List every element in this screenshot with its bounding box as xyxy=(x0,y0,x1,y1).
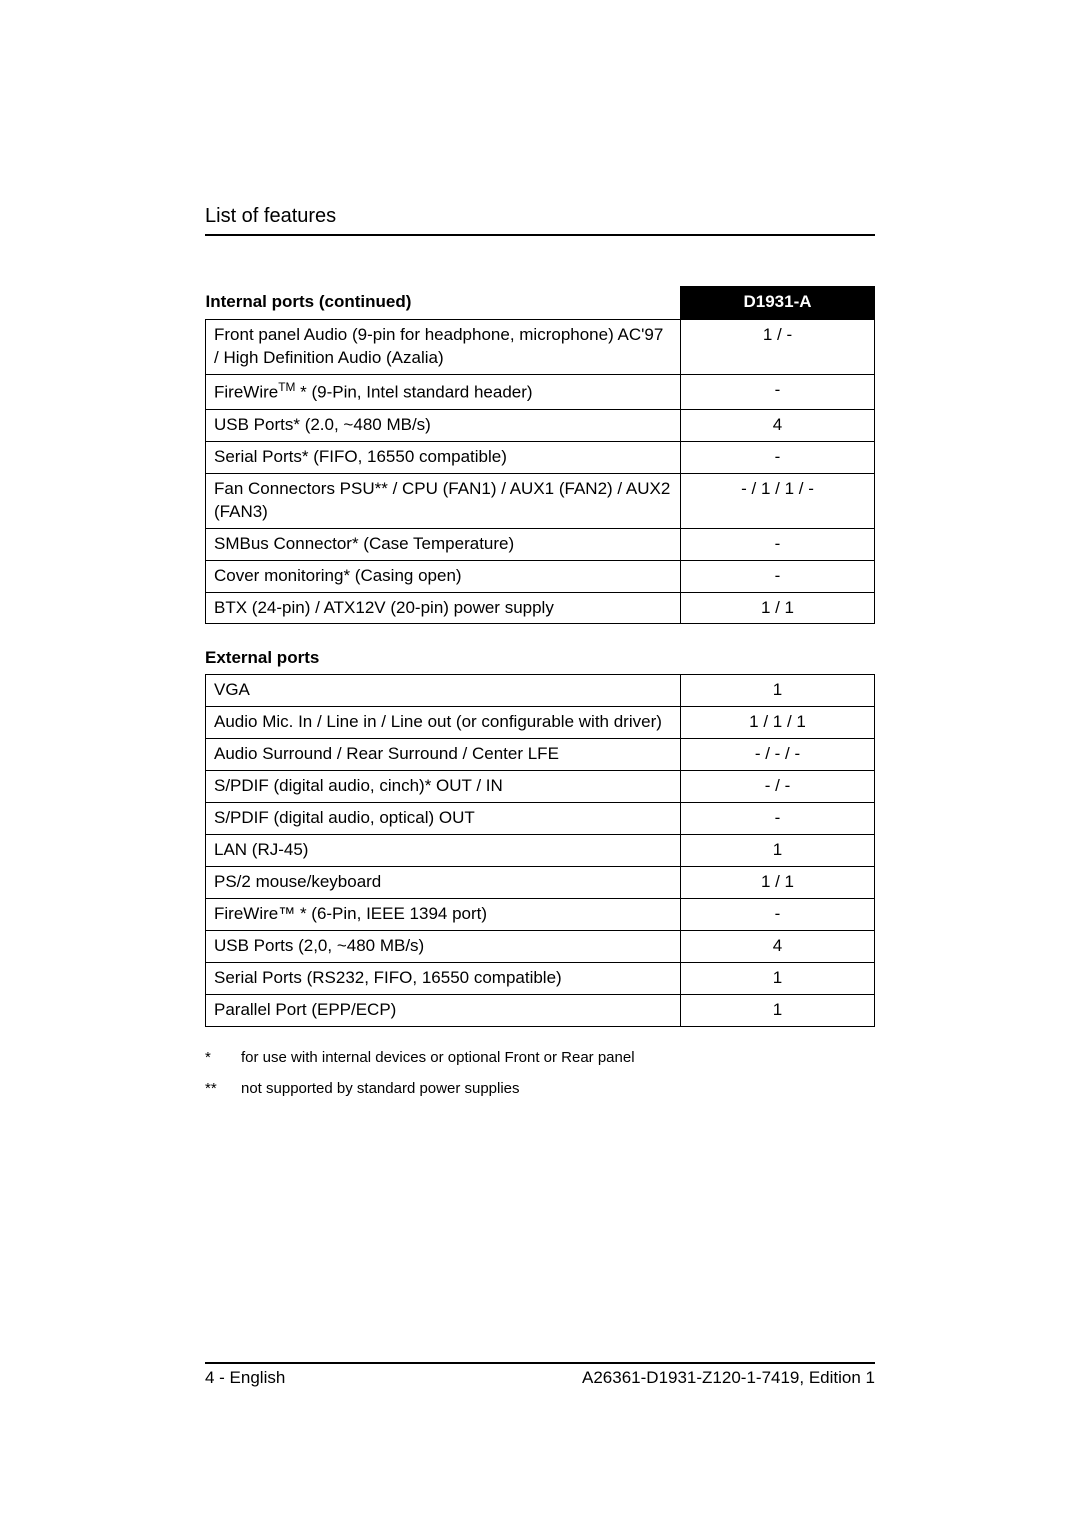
table-row: S/PDIF (digital audio, cinch)* OUT / IN … xyxy=(206,771,875,803)
table-row: Audio Mic. In / Line in / Line out (or c… xyxy=(206,707,875,739)
page-header-title: List of features xyxy=(205,205,875,228)
row-label: Serial Ports* (FIFO, 16550 compatible) xyxy=(206,441,681,473)
table-row: Audio Surround / Rear Surround / Center … xyxy=(206,739,875,771)
row-label: LAN (RJ-45) xyxy=(206,835,681,867)
row-value: - xyxy=(680,528,874,560)
row-value: 1 xyxy=(680,962,874,994)
table-row: VGA 1 xyxy=(206,675,875,707)
row-value: 1 / - xyxy=(680,320,874,375)
row-value: 4 xyxy=(680,409,874,441)
row-label: USB Ports (2,0, ~480 MB/s) xyxy=(206,930,681,962)
table-row: Parallel Port (EPP/ECP) 1 xyxy=(206,994,875,1026)
table-row: SMBus Connector* (Case Temperature) - xyxy=(206,528,875,560)
footnote-text: for use with internal devices or optiona… xyxy=(241,1049,635,1066)
row-value: 4 xyxy=(680,930,874,962)
model-header: D1931-A xyxy=(680,287,874,320)
row-label: FireWireTM * (9-Pin, Intel standard head… xyxy=(206,375,681,410)
footnotes: * for use with internal devices or optio… xyxy=(205,1049,875,1097)
table-row: FireWireTM * (9-Pin, Intel standard head… xyxy=(206,375,875,410)
row-label: Serial Ports (RS232, FIFO, 16550 compati… xyxy=(206,962,681,994)
row-label: SMBus Connector* (Case Temperature) xyxy=(206,528,681,560)
table-row: Fan Connectors PSU** / CPU (FAN1) / AUX1… xyxy=(206,473,875,528)
internal-section-title: Internal ports (continued) xyxy=(206,287,681,320)
row-value: - / - xyxy=(680,771,874,803)
table-row: Serial Ports* (FIFO, 16550 compatible) - xyxy=(206,441,875,473)
row-value: 1 / 1 xyxy=(680,592,874,624)
footnote-mark: * xyxy=(205,1049,241,1066)
table-row: Serial Ports (RS232, FIFO, 16550 compati… xyxy=(206,962,875,994)
footer-right: A26361-D1931-Z120-1-7419, Edition 1 xyxy=(582,1368,875,1388)
row-label: BTX (24-pin) / ATX12V (20-pin) power sup… xyxy=(206,592,681,624)
footer-rule xyxy=(205,1362,875,1364)
row-label: VGA xyxy=(206,675,681,707)
external-section-title: External ports xyxy=(205,648,875,668)
row-value: - xyxy=(680,803,874,835)
table-row: Front panel Audio (9-pin for headphone, … xyxy=(206,320,875,375)
table-row: BTX (24-pin) / ATX12V (20-pin) power sup… xyxy=(206,592,875,624)
table-row: LAN (RJ-45) 1 xyxy=(206,835,875,867)
row-value: 1 / 1 xyxy=(680,867,874,899)
row-value: - xyxy=(680,375,874,410)
row-label: USB Ports* (2.0, ~480 MB/s) xyxy=(206,409,681,441)
footnote-row: * for use with internal devices or optio… xyxy=(205,1049,875,1066)
row-value: - xyxy=(680,441,874,473)
table-row: FireWire™ * (6-Pin, IEEE 1394 port) - xyxy=(206,899,875,931)
page-footer: 4 - English A26361-D1931-Z120-1-7419, Ed… xyxy=(205,1362,875,1388)
footer-left: 4 - English xyxy=(205,1368,285,1388)
row-value: 1 xyxy=(680,994,874,1026)
row-value: - xyxy=(680,899,874,931)
row-label: Audio Mic. In / Line in / Line out (or c… xyxy=(206,707,681,739)
row-label: Audio Surround / Rear Surround / Center … xyxy=(206,739,681,771)
table-row: Cover monitoring* (Casing open) - xyxy=(206,560,875,592)
row-value: - xyxy=(680,560,874,592)
row-value: 1 xyxy=(680,835,874,867)
row-value: 1 xyxy=(680,675,874,707)
footnote-text: not supported by standard power supplies xyxy=(241,1080,520,1097)
row-label: Front panel Audio (9-pin for headphone, … xyxy=(206,320,681,375)
external-ports-table: VGA 1 Audio Mic. In / Line in / Line out… xyxy=(205,674,875,1026)
footnote-row: ** not supported by standard power suppl… xyxy=(205,1080,875,1097)
internal-ports-table: Internal ports (continued) D1931-A Front… xyxy=(205,286,875,624)
row-label: Cover monitoring* (Casing open) xyxy=(206,560,681,592)
table-row: PS/2 mouse/keyboard 1 / 1 xyxy=(206,867,875,899)
row-value: 1 / 1 / 1 xyxy=(680,707,874,739)
page: List of features Internal ports (continu… xyxy=(0,0,1080,1528)
row-value: - / 1 / 1 / - xyxy=(680,473,874,528)
table-row: USB Ports* (2.0, ~480 MB/s) 4 xyxy=(206,409,875,441)
row-label: Parallel Port (EPP/ECP) xyxy=(206,994,681,1026)
table-row: S/PDIF (digital audio, optical) OUT - xyxy=(206,803,875,835)
row-label: Fan Connectors PSU** / CPU (FAN1) / AUX1… xyxy=(206,473,681,528)
row-label: FireWire™ * (6-Pin, IEEE 1394 port) xyxy=(206,899,681,931)
table-row: USB Ports (2,0, ~480 MB/s) 4 xyxy=(206,930,875,962)
row-label: S/PDIF (digital audio, optical) OUT xyxy=(206,803,681,835)
row-value: - / - / - xyxy=(680,739,874,771)
footnote-mark: ** xyxy=(205,1080,241,1097)
row-label: S/PDIF (digital audio, cinch)* OUT / IN xyxy=(206,771,681,803)
row-label: PS/2 mouse/keyboard xyxy=(206,867,681,899)
header-rule xyxy=(205,234,875,236)
